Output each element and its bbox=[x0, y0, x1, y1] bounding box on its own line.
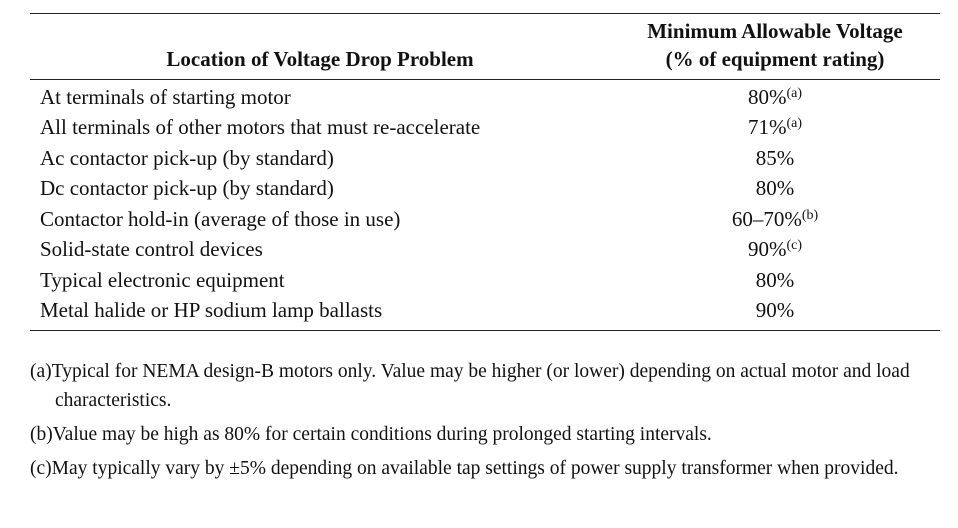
header-voltage-line1: Minimum Allowable Voltage bbox=[647, 19, 903, 43]
table-row: Contactor hold-in (average of those in u… bbox=[30, 204, 940, 235]
table-row: All terminals of other motors that must … bbox=[30, 113, 940, 144]
footnote-text: Value may be high as 80% for certain con… bbox=[52, 424, 712, 445]
row-value: 80% bbox=[610, 268, 940, 293]
footnotes: (a)Typical for NEMA design-B motors only… bbox=[30, 357, 942, 488]
value-text: 80% bbox=[755, 267, 795, 292]
table-row: Dc contactor pick-up (by standard) 80% bbox=[30, 174, 940, 205]
row-value: 90% bbox=[610, 298, 940, 323]
value-text: 90% bbox=[755, 298, 795, 323]
row-location: Dc contactor pick-up (by standard) bbox=[40, 176, 334, 201]
value-text: 80% bbox=[755, 176, 795, 201]
row-value: 80%(a) bbox=[610, 85, 940, 110]
footnote-mark: (c) bbox=[30, 458, 52, 479]
table-row: Typical electronic equipment 80% bbox=[30, 265, 940, 296]
row-value: 80% bbox=[610, 176, 940, 201]
footnote-a: (a)Typical for NEMA design-B motors only… bbox=[30, 357, 942, 415]
row-value: 90%(c) bbox=[610, 237, 940, 262]
value-text: 71% bbox=[747, 115, 787, 140]
value-note: (a) bbox=[786, 116, 803, 132]
row-location: Solid-state control devices bbox=[40, 237, 263, 262]
header-voltage: Minimum Allowable Voltage (% of equipmen… bbox=[610, 17, 940, 73]
header-location: Location of Voltage Drop Problem bbox=[166, 47, 474, 71]
table-body: At terminals of starting motor 80%(a) Al… bbox=[30, 80, 940, 330]
row-location: Ac contactor pick-up (by standard) bbox=[40, 145, 334, 170]
row-location: Typical electronic equipment bbox=[40, 267, 285, 292]
value-text: 85% bbox=[755, 145, 795, 170]
row-location: All terminals of other motors that must … bbox=[40, 115, 481, 140]
footnote-mark: (b) bbox=[30, 424, 53, 445]
table-header: Location of Voltage Drop Problem Minimum… bbox=[30, 14, 940, 80]
table-row: Ac contactor pick-up (by standard) 85% bbox=[30, 143, 940, 174]
row-location: Metal halide or HP sodium lamp ballasts bbox=[40, 298, 383, 323]
value-text: 90% bbox=[747, 237, 787, 262]
footnote-text: Typical for NEMA design-B motors only. V… bbox=[51, 361, 910, 411]
footnote-text: May typically vary by ±5% depending on a… bbox=[51, 458, 899, 479]
row-location: Contactor hold-in (average of those in u… bbox=[40, 206, 401, 231]
footnote-b: (b)Value may be high as 80% for certain … bbox=[30, 420, 942, 449]
value-note: (b) bbox=[801, 207, 819, 223]
value-note: (a) bbox=[786, 85, 803, 101]
table-row: Metal halide or HP sodium lamp ballasts … bbox=[30, 296, 940, 327]
row-value: 60–70%(b) bbox=[610, 207, 940, 232]
header-voltage-line2: (% of equipment rating) bbox=[665, 47, 885, 71]
footnote-c: (c)May typically vary by ±5% depending o… bbox=[30, 454, 942, 483]
row-value: 85% bbox=[610, 146, 940, 171]
value-note: (c) bbox=[786, 238, 803, 254]
footnote-mark: (a) bbox=[30, 361, 52, 382]
value-text: 60–70% bbox=[731, 206, 802, 231]
table-row: Solid-state control devices 90%(c) bbox=[30, 235, 940, 266]
table-row: At terminals of starting motor 80%(a) bbox=[30, 82, 940, 113]
row-location: At terminals of starting motor bbox=[40, 84, 291, 109]
value-text: 80% bbox=[747, 84, 787, 109]
row-value: 71%(a) bbox=[610, 115, 940, 140]
voltage-table: Location of Voltage Drop Problem Minimum… bbox=[30, 13, 940, 331]
